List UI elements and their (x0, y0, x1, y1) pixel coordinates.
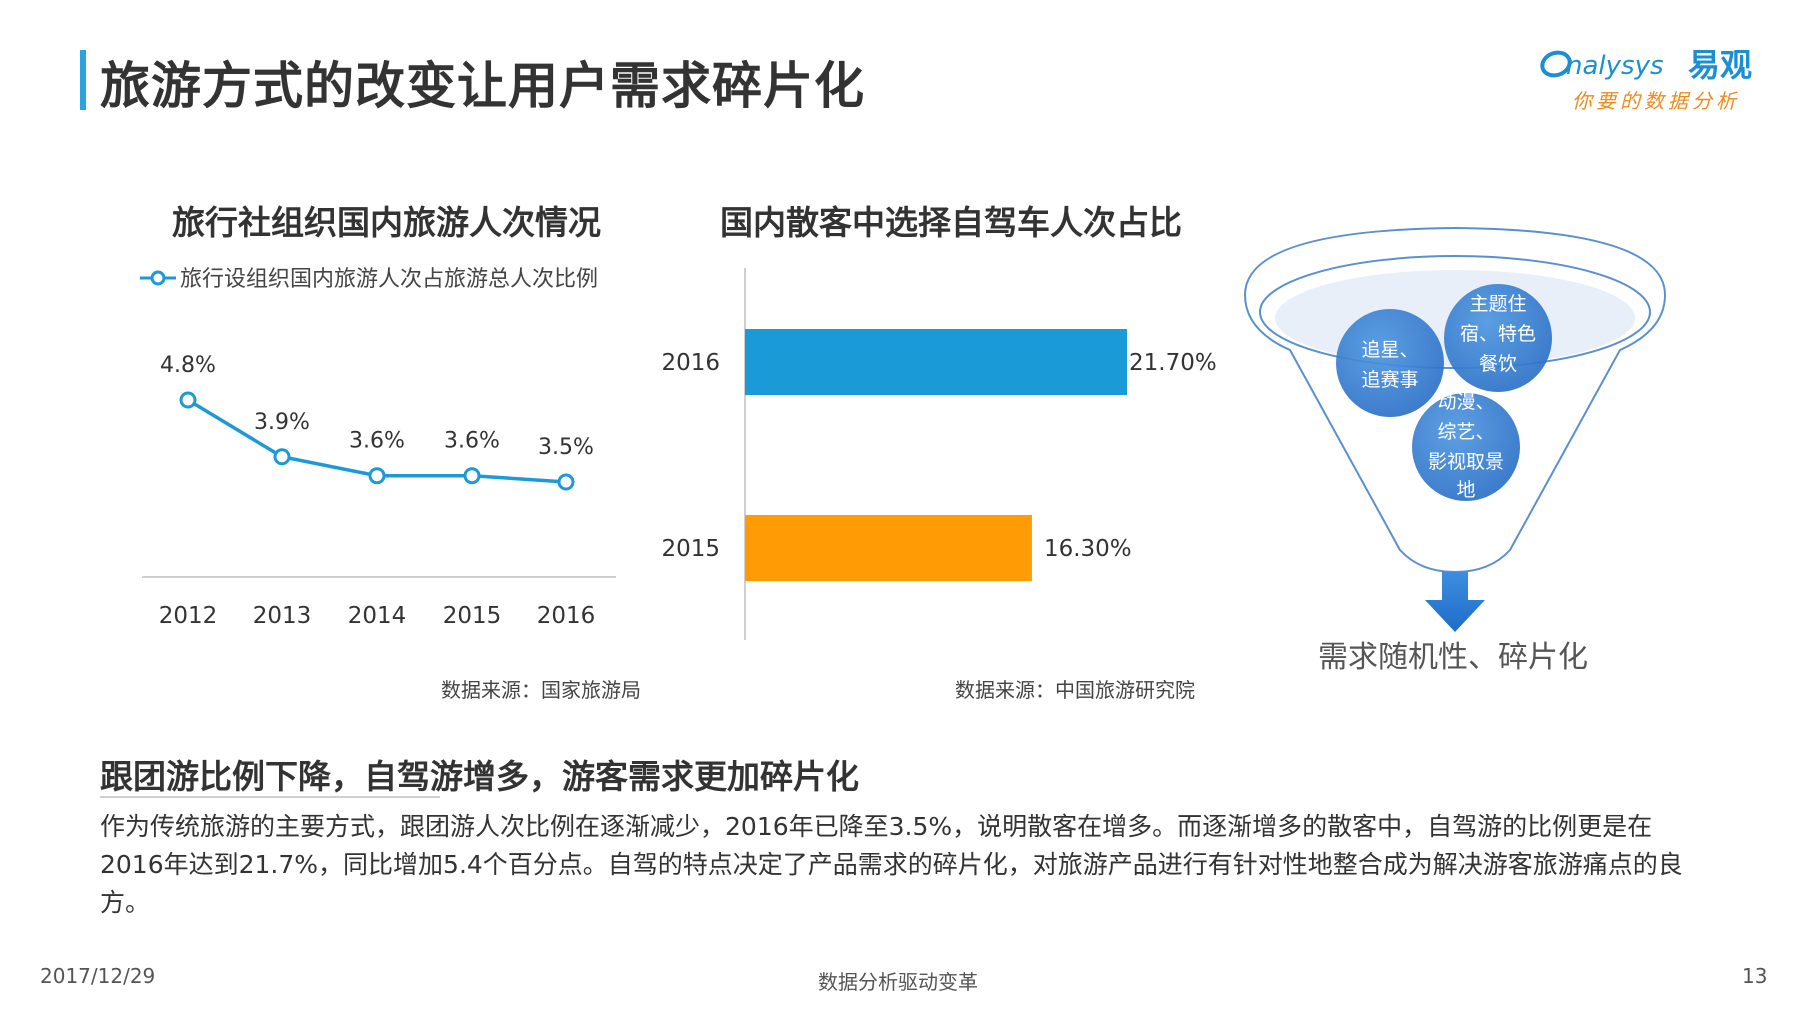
line-point-2016 (557, 473, 575, 491)
line-point-2015 (463, 467, 481, 485)
bubble-anime-text-3: 影视取景 (1428, 451, 1504, 473)
bubble-star (1336, 309, 1444, 417)
line-data-label-2013: 3.9% (254, 410, 310, 435)
line-data-label-2014: 3.6% (349, 429, 405, 454)
bubble-star-text-1: 追星、 (1361, 339, 1418, 361)
bar-2015 (745, 515, 1032, 581)
y-tick-label-2015: 2015 (661, 536, 720, 562)
bubble-anime-text-4: 地 (1456, 479, 1475, 501)
bar-chart-title: 国内散客中选择自驾车人次占比 (720, 203, 1182, 242)
line-chart-source: 数据来源：国家旅游局 (441, 678, 641, 702)
line-data-label-2012: 4.8% (160, 353, 216, 378)
legend-point-marker (150, 270, 166, 286)
section-heading: 跟团游比例下降，自驾游增多，游客需求更加碎片化 (100, 757, 859, 796)
footer-date: 2017/12/29 (40, 964, 156, 988)
bubble-anime-text-1: 动漫、 (1437, 391, 1494, 413)
x-tick-label-2014: 2014 (348, 603, 407, 629)
logo-tagline: 你要的数据分析 (1572, 89, 1740, 113)
line-data-label-2016: 3.5% (538, 435, 594, 460)
bar-chart-source: 数据来源：中国旅游研究院 (955, 678, 1195, 702)
bubble-anime-text-2: 综艺、 (1437, 421, 1494, 443)
line-point-2012 (179, 391, 197, 409)
down-arrow-icon (1425, 572, 1485, 632)
analysys-logo: nalysys 易观 你要的数据分析 (1540, 46, 1752, 113)
funnel-diagram: 追星、 追赛事 主题住 宿、特色 餐饮 动漫、 综艺、 影视取景 地 (1243, 226, 1667, 632)
logo-cn: 易观 (1688, 46, 1752, 84)
legend-label: 旅行设组织国内旅游人次占旅游总人次比例 (180, 267, 598, 292)
page-number: 13 (1742, 964, 1768, 988)
line-chart-title: 旅行社组织国内旅游人次情况 (172, 203, 601, 242)
line-data-label-2015: 3.6% (444, 429, 500, 454)
x-tick-label-2015: 2015 (443, 603, 502, 629)
line-point-2013 (273, 448, 291, 466)
footer-center-text: 数据分析驱动变革 (818, 970, 978, 994)
x-tick-label-2012: 2012 (159, 603, 218, 629)
line-series (187, 398, 567, 484)
funnel-outline (1243, 226, 1667, 574)
bar-2016 (745, 329, 1127, 395)
bubble-anime (1412, 393, 1520, 501)
logo-swoosh-icon (1540, 50, 1572, 78)
section-divider (100, 796, 440, 798)
title-accent-bar (80, 50, 86, 110)
bubble-theme-text-2: 宿、特色 (1460, 323, 1536, 345)
bar-data-label-2015: 16.30% (1044, 536, 1132, 562)
bubble-theme-text-1: 主题住 (1469, 293, 1526, 315)
y-tick-label-2016: 2016 (661, 350, 720, 376)
funnel-caption: 需求随机性、碎片化 (1318, 640, 1588, 675)
body-paragraph: 作为传统旅游的主要方式，跟团游人次比例在逐渐减少，2016年已降至3.5%，说明… (100, 812, 1683, 917)
bubble-star-text-2: 追赛事 (1361, 369, 1418, 391)
x-tick-label-2016: 2016 (537, 603, 596, 629)
bar-data-label-2016: 21.70% (1129, 350, 1217, 376)
logo-latin: nalysys (1566, 51, 1664, 81)
x-tick-label-2013: 2013 (253, 603, 312, 629)
bubble-theme (1444, 284, 1552, 392)
bubble-theme-text-3: 餐饮 (1479, 353, 1517, 375)
line-point-2014 (368, 467, 386, 485)
page-title: 旅游方式的改变让用户需求碎片化 (100, 57, 865, 115)
